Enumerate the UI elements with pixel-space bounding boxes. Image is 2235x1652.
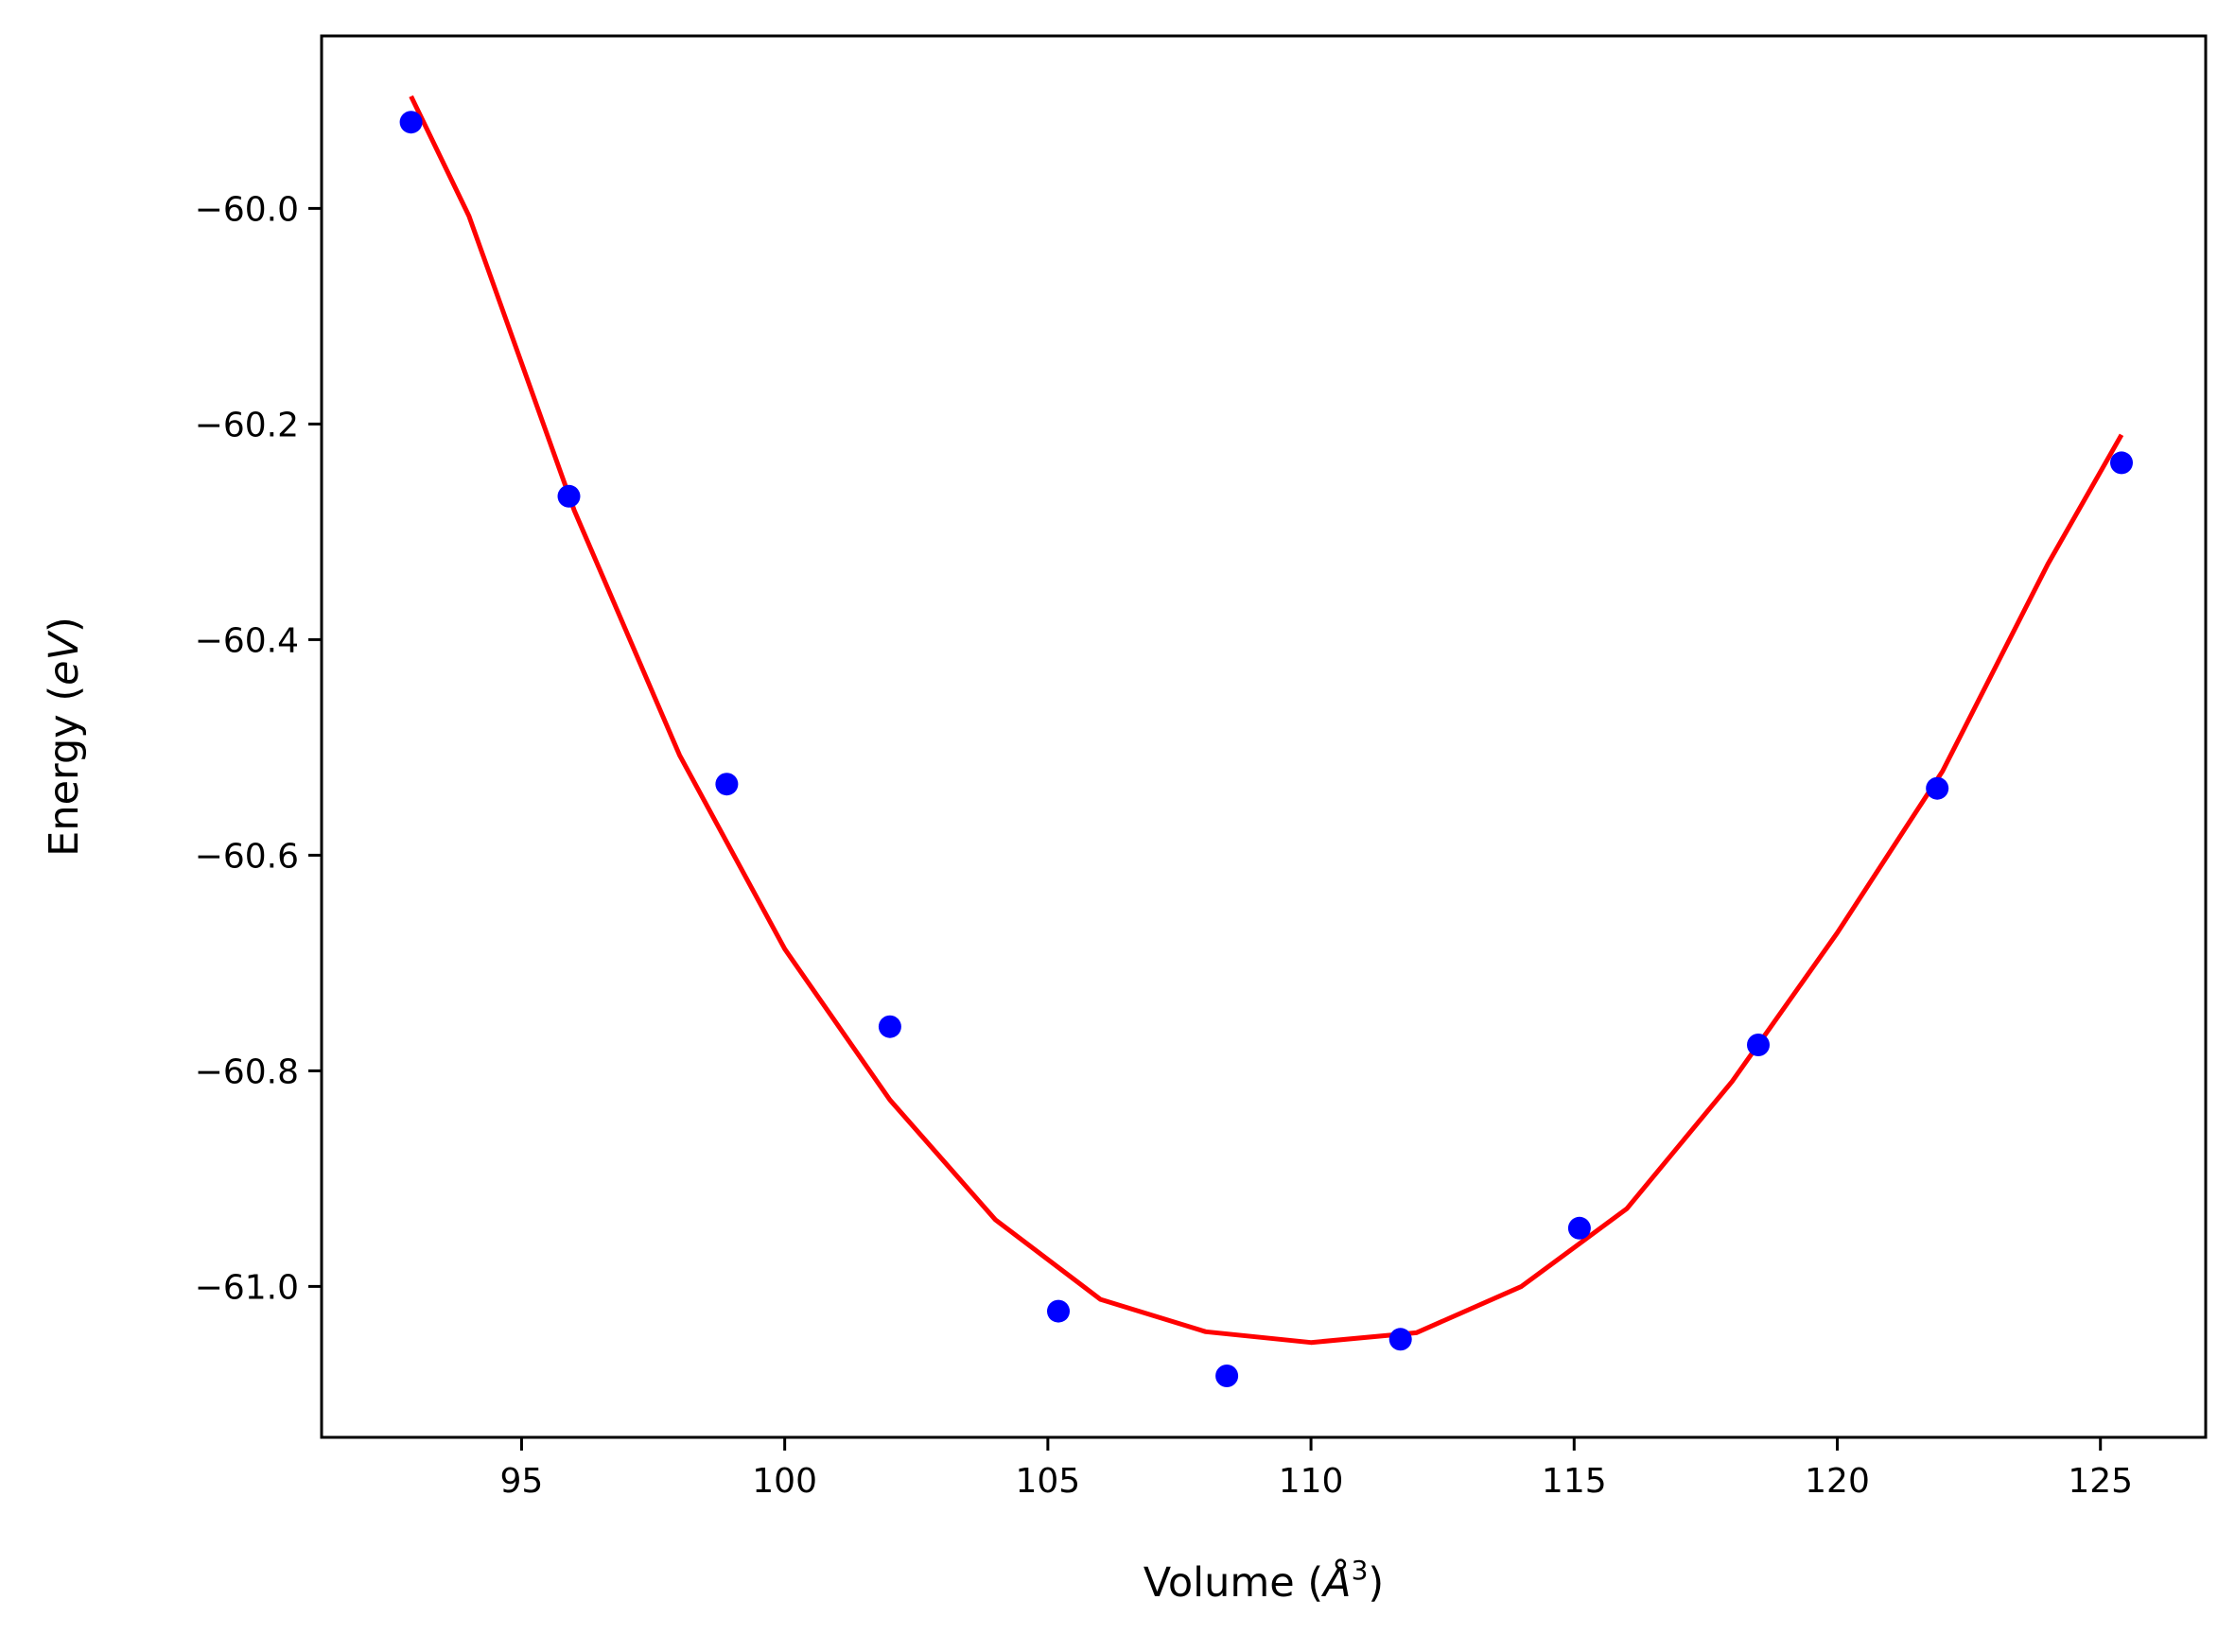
y-tick-label: −61.0: [195, 1268, 299, 1307]
data-point: [399, 111, 423, 134]
x-tick-label: 120: [1805, 1462, 1870, 1501]
x-tick-label: 110: [1279, 1462, 1344, 1501]
data-point: [715, 773, 739, 796]
x-axis-title: Volume (Å3): [1144, 1555, 1384, 1607]
data-point: [1215, 1365, 1239, 1387]
y-tick-label: −60.8: [195, 1052, 299, 1091]
x-tick-label: 95: [500, 1462, 544, 1501]
data-point: [2110, 451, 2133, 475]
y-tick-label: −60.0: [195, 190, 299, 229]
data-point: [878, 1015, 901, 1038]
data-point: [1926, 776, 1949, 800]
x-tick-label: 100: [752, 1462, 817, 1501]
y-tick-label: −60.2: [195, 406, 299, 444]
data-point: [1388, 1328, 1412, 1351]
x-tick-label: 115: [1542, 1462, 1607, 1501]
data-point: [1567, 1216, 1591, 1240]
x-tick-label: 125: [2068, 1462, 2133, 1501]
y-tick-label: −60.4: [195, 621, 299, 660]
data-point: [1747, 1034, 1770, 1056]
data-point: [1047, 1299, 1070, 1323]
y-axis-title: Energy (eV): [41, 617, 88, 857]
x-tick-label: 105: [1016, 1462, 1081, 1501]
y-tick-label: −60.6: [195, 837, 299, 876]
fit-curve: [409, 95, 2124, 1346]
plot-frame: [320, 34, 2208, 1439]
data-point: [557, 484, 581, 508]
